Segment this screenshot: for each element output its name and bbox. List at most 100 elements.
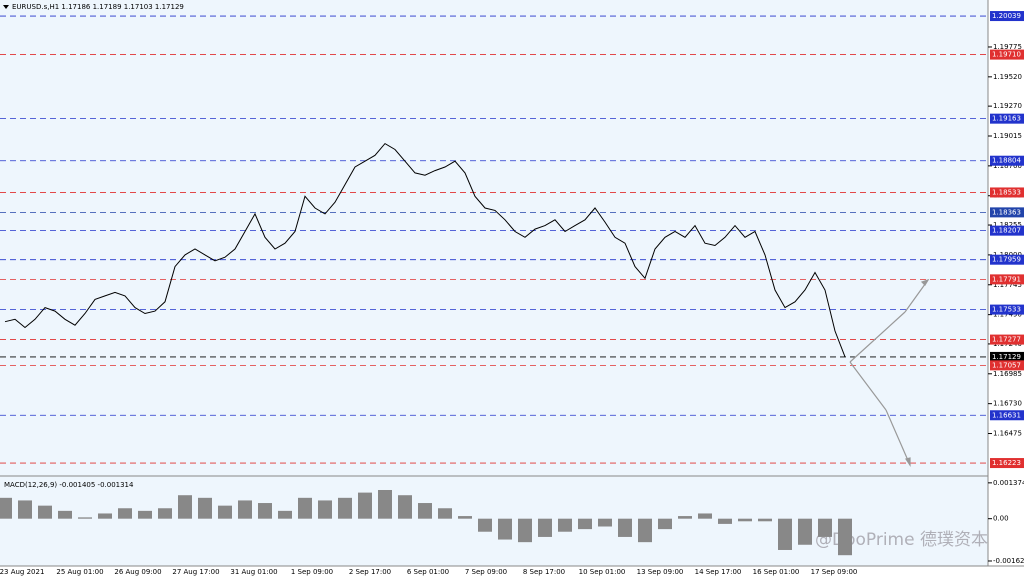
macd-bar	[558, 518, 572, 532]
level-label-bg	[990, 155, 1024, 166]
macd-bar	[458, 516, 472, 519]
macd-bar	[218, 505, 232, 519]
macd-bar	[718, 518, 732, 524]
macd-bar	[298, 497, 312, 519]
level-label: 1.16223	[992, 459, 1021, 467]
level-label-bg	[990, 304, 1024, 315]
level-label: 1.17277	[992, 336, 1021, 344]
level-label-bg	[990, 351, 1024, 362]
y-tick-label: 1.19520	[993, 73, 1022, 81]
macd-bar	[118, 508, 132, 519]
x-tick-label: 17 Sep 09:00	[811, 568, 858, 576]
watermark: @DooPrime 德璞资本	[815, 530, 988, 550]
level-label-bg	[990, 254, 1024, 265]
header: EURUSD.s,H1 1.17186 1.17189 1.17103 1.17…	[12, 3, 184, 11]
macd-bar	[778, 518, 792, 550]
x-tick-label: 10 Sep 01:00	[579, 568, 626, 576]
level-label-bg	[990, 207, 1024, 218]
level-label: 1.17791	[992, 275, 1021, 283]
level-label: 1.18804	[992, 157, 1021, 165]
macd-bar	[238, 500, 252, 519]
macd-bar	[538, 518, 552, 537]
level-label: 1.19710	[992, 51, 1021, 59]
macd-bar	[518, 518, 532, 543]
x-tick-label: 13 Sep 09:00	[637, 568, 684, 576]
x-tick-label: 27 Aug 17:00	[172, 568, 219, 576]
macd-bar	[18, 500, 32, 519]
level-label-bg	[990, 49, 1024, 60]
y-tick-label: 1.19270	[993, 102, 1022, 110]
macd-bar	[78, 517, 92, 519]
macd-bar	[138, 510, 152, 519]
level-label: 1.18363	[992, 208, 1021, 216]
y-tick-label: 1.18760	[993, 162, 1022, 170]
macd-bar	[698, 513, 712, 519]
macd-bar	[758, 518, 772, 522]
x-tick-label: 16 Sep 01:00	[753, 568, 800, 576]
level-label-bg	[990, 187, 1024, 198]
macd-bar	[198, 497, 212, 519]
y-tick-label: 1.17745	[993, 281, 1022, 289]
level-label-bg	[990, 11, 1024, 22]
macd-bar	[798, 518, 812, 545]
plot-bg	[0, 0, 988, 566]
level-label: 1.18207	[992, 227, 1021, 235]
macd-bar	[318, 500, 332, 519]
level-label-bg	[990, 410, 1024, 421]
macd-bar	[578, 518, 592, 530]
macd-bar	[0, 497, 12, 519]
menu-arrow[interactable]	[3, 5, 9, 9]
x-tick-label: 1 Sep 09:00	[291, 568, 333, 576]
y-tick-label: 1.17490	[993, 311, 1022, 319]
level-label-bg	[990, 225, 1024, 236]
macd-bar	[438, 508, 452, 519]
macd-bar	[498, 518, 512, 540]
x-tick-label: 7 Sep 09:00	[465, 568, 507, 576]
macd-bar	[58, 510, 72, 519]
level-label: 1.16631	[992, 411, 1021, 419]
macd-bar	[358, 492, 372, 519]
macd-bar	[338, 497, 352, 519]
macd-bar	[378, 489, 392, 519]
macd-title: MACD(12,26,9) -0.001405 -0.001314	[4, 481, 134, 489]
x-tick-label: 2 Sep 17:00	[349, 568, 391, 576]
y-tick-label: 1.18255	[993, 221, 1022, 229]
level-label: 1.17959	[992, 256, 1021, 264]
level-label-bg	[990, 334, 1024, 345]
macd-bar	[38, 505, 52, 519]
macd-bar	[658, 518, 672, 530]
macd-bar	[98, 513, 112, 519]
x-tick-label: 25 Aug 01:00	[56, 568, 103, 576]
price-line	[4, 142, 846, 357]
macd-bar	[838, 518, 852, 556]
y-tick-label: 1.19775	[993, 43, 1022, 51]
x-tick-label: 26 Aug 09:00	[114, 568, 161, 576]
macd-bar	[638, 518, 652, 543]
y-tick-label: 1.16730	[993, 400, 1022, 408]
macd-bar	[258, 503, 272, 519]
y-tick-label: 1.16475	[993, 430, 1022, 438]
y-tick-label: 0.001374	[993, 479, 1024, 487]
macd-bar	[598, 518, 612, 527]
y-tick-label: 0.00	[993, 515, 1009, 523]
y-tick-label: 1.19015	[993, 132, 1022, 140]
level-label-bg	[990, 274, 1024, 285]
y-tick-label: 1.16985	[993, 370, 1022, 378]
macd-bar	[178, 495, 192, 519]
level-label-bg	[990, 458, 1024, 469]
macd-bar	[418, 503, 432, 519]
x-tick-label: 23 Aug 2021	[0, 568, 44, 576]
level-label-bg	[990, 113, 1024, 124]
macd-bar	[478, 518, 492, 532]
macd-bar	[618, 518, 632, 537]
x-tick-label: 31 Aug 01:00	[230, 568, 277, 576]
x-tick-label: 8 Sep 17:00	[523, 568, 565, 576]
x-tick-label: 14 Sep 17:00	[695, 568, 742, 576]
macd-bar	[158, 508, 172, 519]
macd-bar	[278, 510, 292, 519]
axis-bg	[988, 0, 1024, 578]
macd-bar	[738, 518, 752, 522]
level-label: 1.17057	[992, 361, 1021, 369]
